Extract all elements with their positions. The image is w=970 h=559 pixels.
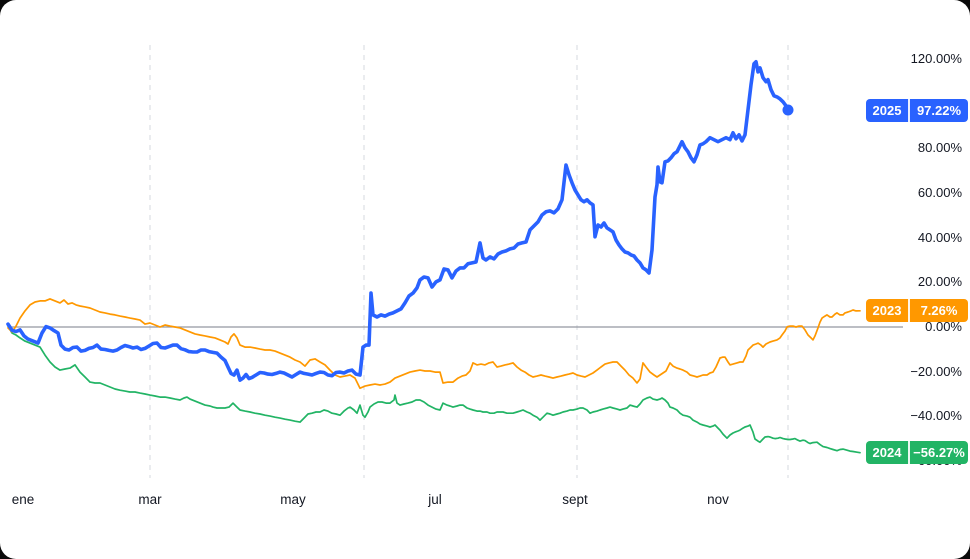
x-axis-label: may: [280, 492, 306, 507]
badge-value-label: 7.26%: [920, 303, 958, 319]
y-axis-tick: −40.00%: [910, 408, 962, 424]
x-axis-label: jul: [428, 492, 442, 507]
series-endpoint-dot-2025: [782, 104, 794, 116]
y-axis-tick: 80.00%: [917, 140, 962, 156]
badge-divider: [908, 441, 910, 465]
y-axis-tick: 0.00%: [925, 319, 962, 334]
badge-value-label: 97.22%: [916, 102, 962, 118]
series-badge-2025: 2025 97.22%: [866, 98, 968, 122]
x-axis-label: nov: [707, 492, 729, 507]
y-axis-tick: 20.00%: [917, 274, 962, 290]
series-line-2024[interactable]: [7, 325, 861, 454]
y-axis-tick: 120.00%: [910, 51, 962, 67]
series-badge-2024: 2024 −56.27%: [866, 441, 968, 465]
x-axis-label: sept: [562, 492, 588, 507]
series-line-2025[interactable]: [6, 59, 790, 382]
badge-divider: [908, 299, 910, 323]
y-axis-tick: −20.00%: [910, 363, 962, 379]
badge-value-label: −56.27%: [913, 445, 965, 461]
badge-year-label: 2025: [872, 102, 902, 118]
badge-divider: [908, 98, 910, 122]
y-axis-tick: 40.00%: [917, 229, 962, 245]
badge-year-label: 2023: [872, 303, 902, 319]
x-axis-label: mar: [138, 492, 162, 507]
y-axis-tick: 60.00%: [917, 185, 962, 201]
series-badge-2023: 2023 7.26%: [866, 299, 968, 323]
x-axis-label: ene: [11, 492, 35, 507]
series-line-2023[interactable]: [7, 298, 861, 390]
badge-year-label: 2024: [872, 445, 902, 461]
